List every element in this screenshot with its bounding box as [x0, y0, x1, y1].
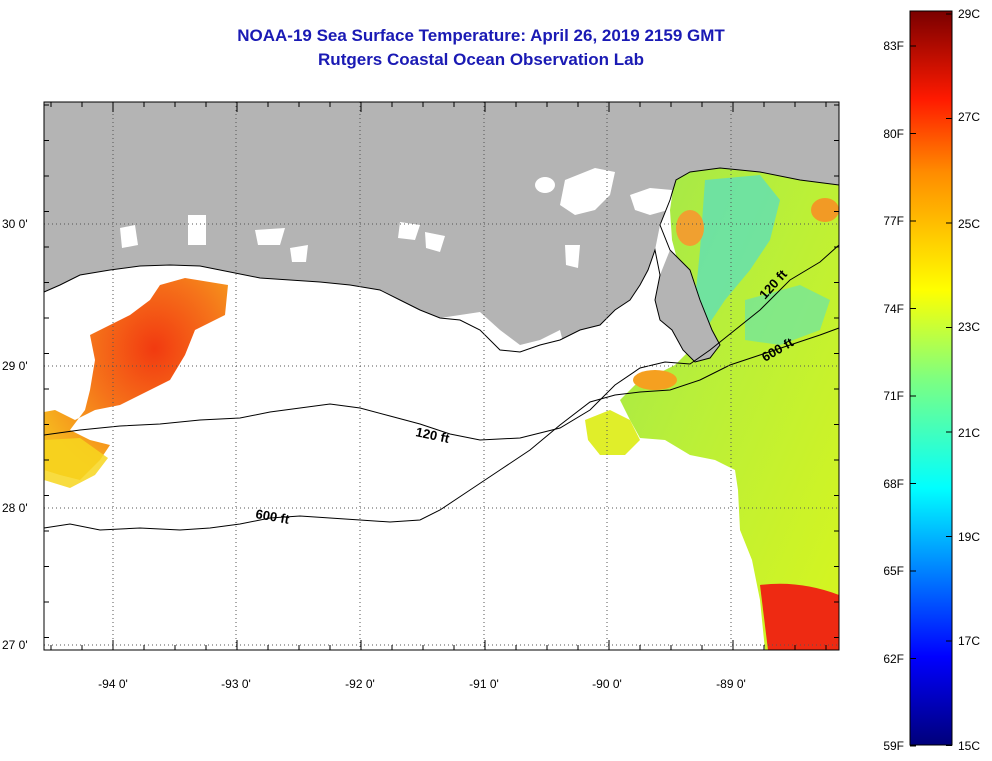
lat-label: 27 0' [2, 638, 28, 652]
coastline [43, 167, 840, 363]
colorbar-c-label: 15C [958, 739, 980, 753]
colorbar-f-label: 71F [883, 389, 904, 403]
lake [398, 222, 420, 240]
lake [255, 228, 285, 245]
colorbar-c-label: 17C [958, 634, 980, 648]
isobath-120ft [43, 244, 840, 441]
sst-loop-current [760, 583, 839, 650]
lake [188, 215, 206, 245]
sst-east-swath [620, 162, 839, 650]
colorbar-c-label: 23C [958, 320, 980, 334]
lake [630, 188, 672, 215]
axis-ticks [44, 102, 839, 650]
lake [565, 245, 580, 268]
colorbar-f-label: 83F [883, 39, 904, 53]
lon-label: -89 0' [716, 677, 746, 691]
lon-label: -91 0' [469, 677, 499, 691]
lake [425, 232, 445, 252]
lake [560, 168, 615, 215]
colorbar-f-label: 77F [883, 214, 904, 228]
colorbar-f-label: 80F [883, 127, 904, 141]
lake [535, 177, 555, 193]
colorbar-c-label: 21C [958, 426, 980, 440]
sst-cyan-patch-2 [745, 285, 830, 345]
land-mass [44, 102, 839, 352]
colorbar-f-label: 59F [883, 739, 904, 753]
lake [290, 245, 308, 262]
lon-label: -94 0' [98, 677, 128, 691]
map-subtitle: Rutgers Coastal Ocean Observation Lab [318, 50, 644, 69]
sst-warm-spot [676, 210, 704, 246]
mississippi-delta [655, 250, 720, 362]
colorbar-f-label: 74F [883, 302, 904, 316]
sst-west-patch [44, 278, 228, 480]
lat-label: 28 0' [2, 501, 28, 515]
graticule [44, 102, 839, 650]
sst-warm-spot [633, 370, 677, 390]
sst-cyan-patch [695, 175, 780, 330]
colorbar-f-label: 62F [883, 652, 904, 666]
lon-label: -92 0' [345, 677, 375, 691]
sst-warm-spot [811, 198, 839, 222]
colorbar-c-label: 29C [958, 7, 980, 21]
lat-label: 30 0' [2, 217, 28, 231]
lon-label: -93 0' [221, 677, 251, 691]
colorbar-c-label: 27C [958, 110, 980, 124]
contour-label-120-left: 120 ft [414, 424, 451, 446]
isobath-600ft [43, 327, 840, 531]
map-title: NOAA-19 Sea Surface Temperature: April 2… [237, 26, 725, 45]
colorbar [909, 10, 953, 746]
contour-label-600-left: 600 ft [254, 506, 291, 527]
map-frame [43, 101, 840, 651]
colorbar-c-label: 19C [958, 530, 980, 544]
coast-marsh [440, 312, 565, 360]
sst-mid-patch [585, 410, 640, 455]
lat-label: 29 0' [2, 359, 28, 373]
colorbar-c-label: 25C [958, 217, 980, 231]
colorbar-f-label: 68F [883, 477, 904, 491]
sst-west-patch-yellow [44, 438, 108, 488]
lon-label: -90 0' [592, 677, 622, 691]
lake [120, 225, 138, 248]
colorbar-ticks [910, 13, 952, 747]
colorbar-f-label: 65F [883, 564, 904, 578]
